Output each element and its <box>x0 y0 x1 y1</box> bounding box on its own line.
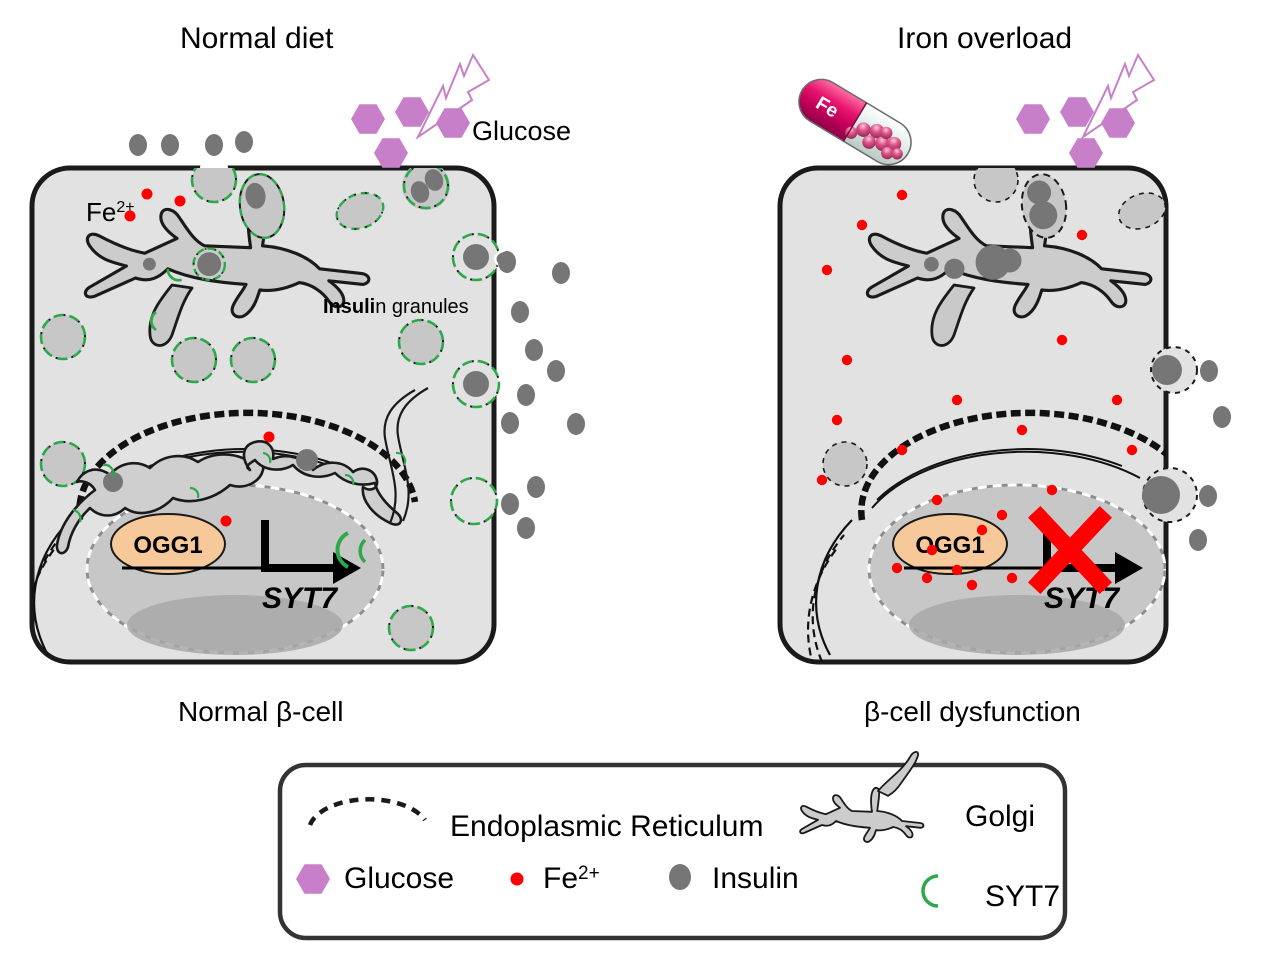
svg-text:β-cell dysfunction: β-cell dysfunction <box>864 696 1081 727</box>
svg-text:Glucose: Glucose <box>472 116 571 146</box>
svg-text:Normal β-cell: Normal β-cell <box>178 696 343 727</box>
svg-text:SYT7: SYT7 <box>262 582 338 615</box>
svg-text:Endoplasmic Reticulum: Endoplasmic Reticulum <box>450 810 763 843</box>
svg-text:Insulin: Insulin <box>712 862 799 895</box>
svg-text:SYT7: SYT7 <box>985 880 1060 913</box>
svg-text:Insulin granules: Insulin granules <box>323 296 469 318</box>
svg-text:OGG1: OGG1 <box>133 532 202 559</box>
svg-text:OGG1: OGG1 <box>915 532 984 559</box>
svg-text:SYT7: SYT7 <box>1044 582 1120 615</box>
svg-text:Glucose: Glucose <box>344 862 454 895</box>
svg-text:Normal diet: Normal diet <box>180 22 334 55</box>
svg-text:Iron overload: Iron overload <box>897 22 1072 55</box>
svg-text:Golgi: Golgi <box>965 800 1035 833</box>
